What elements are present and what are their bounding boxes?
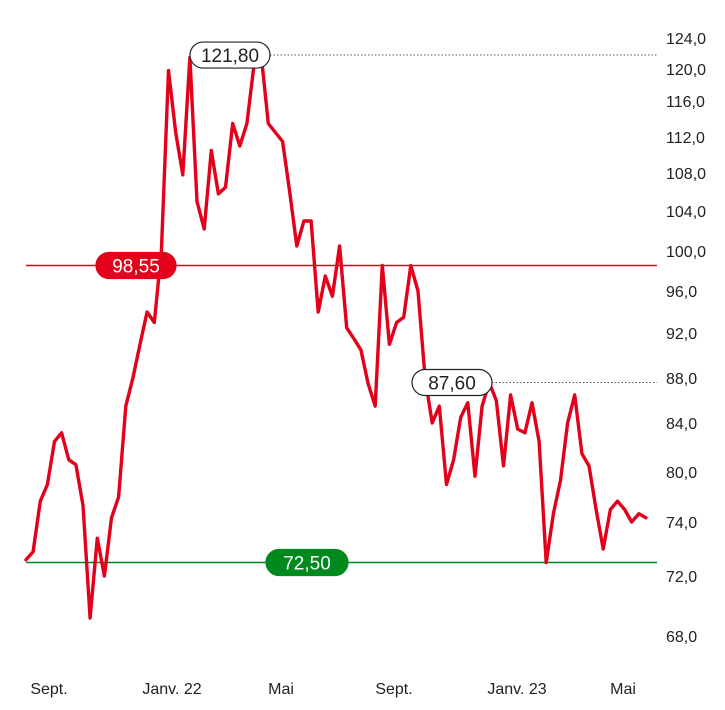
price-badge: 72,50	[265, 548, 349, 577]
y-tick-label: 72,0	[666, 569, 697, 586]
price-badge-box	[95, 251, 177, 280]
y-tick-label: 100,0	[666, 244, 706, 261]
y-tick-label: 112,0	[666, 130, 705, 147]
price-series-line	[24, 53, 648, 620]
series-layer	[24, 53, 648, 620]
price-badge-label: 72,50	[283, 554, 331, 575]
price-badge-label: 98,55	[112, 257, 160, 278]
price-badges: 121,80 98,55 87,60 72,50	[95, 41, 493, 577]
price-badge-box	[189, 41, 271, 69]
y-tick-label: 124,0	[666, 31, 706, 48]
price-badge: 98,55	[95, 251, 177, 280]
y-tick-label: 68,0	[666, 629, 697, 646]
y-tick-label: 88,0	[666, 371, 697, 388]
y-tick-label: 116,0	[666, 94, 705, 111]
y-tick-label: 92,0	[666, 326, 697, 343]
price-badge-box	[265, 548, 349, 577]
x-tick-label: Janv. 23	[487, 681, 546, 698]
x-tick-label: Mai	[610, 681, 636, 698]
price-badge: 87,60	[411, 368, 493, 397]
x-tick-label: Janv. 22	[142, 681, 201, 698]
y-tick-label: 120,0	[666, 62, 706, 79]
price-badge-label: 121,80	[201, 46, 259, 67]
price-badge-label: 87,60	[428, 374, 476, 395]
x-axis: Sept. Janv. 22 Mai Sept. Janv. 23 Mai	[30, 681, 636, 698]
x-tick-label: Mai	[268, 681, 294, 698]
y-tick-label: 96,0	[666, 284, 697, 301]
price-badge: 121,80	[189, 41, 271, 69]
y-axis: 124,0 120,0 116,0 112,0 108,0 104,0 100,0 96,0 9…	[666, 31, 706, 646]
y-tick-label: 84,0	[666, 416, 697, 433]
y-tick-label: 108,0	[666, 166, 706, 183]
y-tick-label: 104,0	[666, 204, 706, 221]
y-tick-label: 80,0	[666, 465, 697, 482]
x-tick-label: Sept.	[375, 681, 412, 698]
y-tick-label: 74,0	[666, 515, 697, 532]
x-tick-label: Sept.	[30, 681, 67, 698]
price-badge-box	[411, 368, 493, 397]
